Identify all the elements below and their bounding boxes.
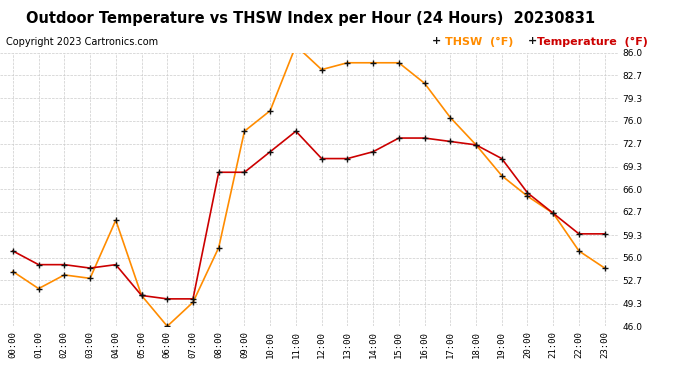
Text: +: + <box>528 36 538 46</box>
Text: Temperature  (°F): Temperature (°F) <box>538 37 648 47</box>
Text: +: + <box>432 36 442 46</box>
Text: Copyright 2023 Cartronics.com: Copyright 2023 Cartronics.com <box>6 37 158 47</box>
Text: THSW  (°F): THSW (°F) <box>444 37 513 47</box>
Text: Outdoor Temperature vs THSW Index per Hour (24 Hours)  20230831: Outdoor Temperature vs THSW Index per Ho… <box>26 11 595 26</box>
